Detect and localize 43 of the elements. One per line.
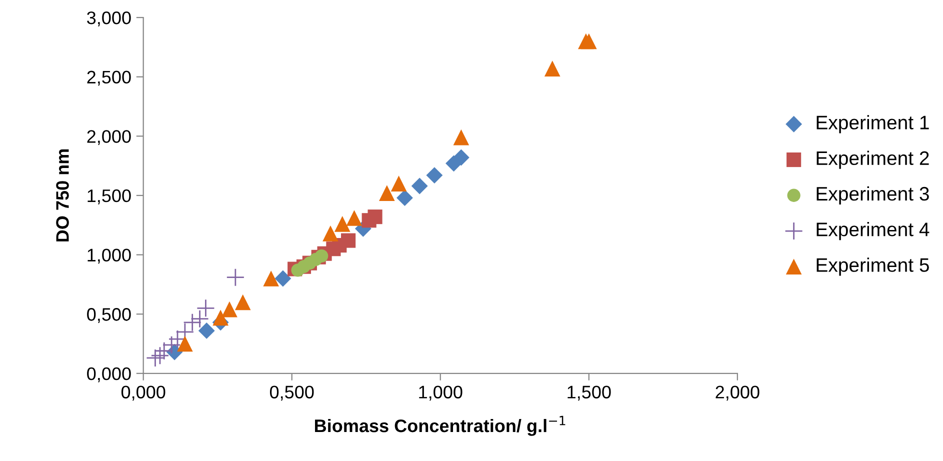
point <box>341 233 356 248</box>
y-tick-label: 1,000 <box>88 248 131 264</box>
point <box>544 60 560 76</box>
point <box>334 216 350 232</box>
y-tick-label: 2,500 <box>87 70 131 86</box>
legend-label: Experiment 5 <box>816 258 929 276</box>
point <box>198 322 215 339</box>
legend-label: Experiment 4 <box>816 222 930 240</box>
point <box>452 149 470 166</box>
point <box>314 249 328 263</box>
point <box>390 176 407 192</box>
point <box>378 185 395 202</box>
y-tick-label: 0,500 <box>87 308 131 323</box>
point <box>368 210 382 224</box>
point <box>274 270 292 287</box>
point <box>263 270 279 286</box>
x-tick-label: 0,000 <box>121 386 166 401</box>
y-tick-label: 2,000 <box>87 130 131 145</box>
legend-label: Experiment 2 <box>816 150 929 169</box>
point <box>396 190 413 206</box>
point <box>411 178 428 194</box>
x-axis-title: Biomass Concentration/ g.l$^{−1}$ <box>315 416 566 436</box>
point <box>150 346 170 365</box>
y-tick-label: 1,500 <box>88 189 131 204</box>
point <box>234 294 251 310</box>
point <box>222 301 238 318</box>
legend-label: Experiment 1 <box>816 115 929 134</box>
point <box>580 33 597 50</box>
y-tick-label: 0,000 <box>87 367 131 382</box>
point <box>453 129 470 146</box>
point <box>226 268 245 287</box>
point <box>212 310 228 326</box>
point <box>426 167 443 184</box>
x-tick-label: 1,000 <box>419 386 462 401</box>
y-axis-title: DO 750 nm <box>56 149 69 242</box>
y-tick-label: 3,000 <box>87 11 131 26</box>
point <box>177 336 193 352</box>
x-tick-label: 1,500 <box>568 386 611 401</box>
x-tick-label: 2,000 <box>716 386 760 401</box>
point <box>322 226 338 242</box>
legend-label: Experiment 3 <box>816 186 929 205</box>
x-tick-label: 0,500 <box>270 386 314 401</box>
point <box>346 210 362 226</box>
